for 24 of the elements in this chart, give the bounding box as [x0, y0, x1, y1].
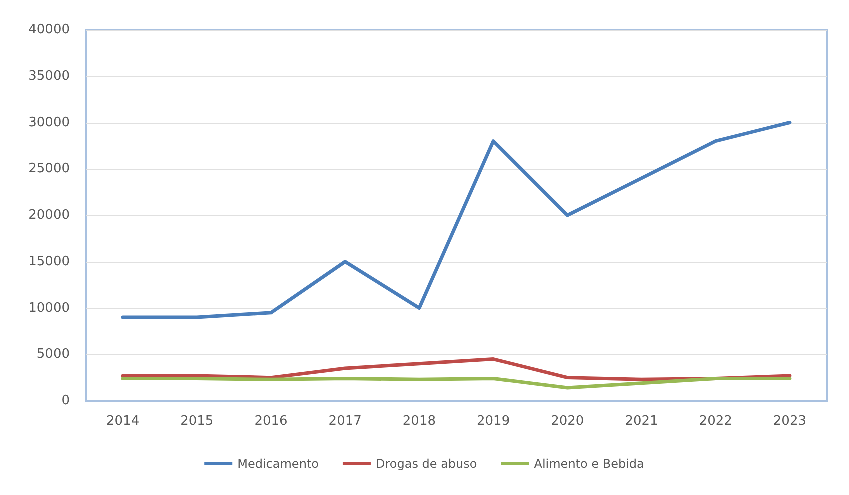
y-tick-label: 40000	[28, 22, 70, 38]
x-tick-label: 2022	[699, 414, 732, 429]
x-tick-label: 2018	[402, 414, 436, 429]
legend-label: Medicamento	[238, 457, 319, 471]
x-tick-label: 2019	[477, 414, 510, 429]
line-series	[121, 121, 792, 320]
y-tick-label: 20000	[28, 208, 70, 223]
x-tick-label: 2021	[625, 414, 658, 429]
x-tick-label: 2015	[180, 414, 214, 429]
x-tick-label: 2016	[254, 414, 288, 429]
y-tick-label: 30000	[28, 115, 70, 130]
y-tick-label: 5000	[36, 347, 70, 362]
x-tick-label: 2020	[551, 414, 584, 429]
y-tick-label: 10000	[28, 300, 70, 316]
y-tick-label: 25000	[28, 162, 70, 177]
y-tick-label: 35000	[28, 68, 70, 84]
line-series	[121, 376, 792, 390]
x-tick-label: 2014	[106, 414, 140, 429]
y-tick-label: 0	[62, 394, 70, 408]
legend-label: Drogas de abuso	[376, 457, 478, 471]
x-tick-label: 2017	[328, 414, 362, 429]
x-tick-label: 2023	[773, 414, 806, 429]
y-tick-label: 15000	[28, 254, 70, 270]
legend-label: Alimento e Bebida	[534, 457, 644, 471]
